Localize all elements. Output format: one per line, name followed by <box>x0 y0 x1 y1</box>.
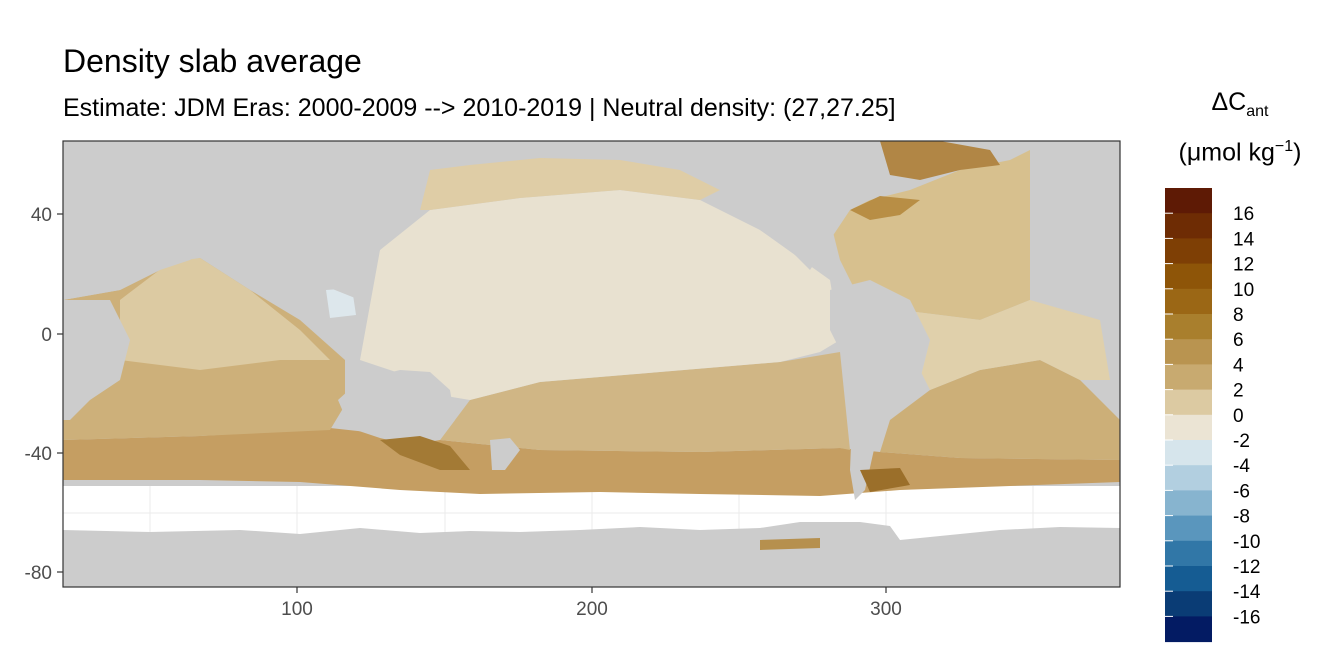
legend-label: -12 <box>1233 557 1260 578</box>
australia <box>338 370 455 445</box>
legend-label: 0 <box>1233 406 1244 427</box>
new-zealand <box>490 438 520 470</box>
legend-label: -10 <box>1233 532 1260 553</box>
legend-swatch <box>1165 364 1212 391</box>
north-atlantic <box>830 150 1030 320</box>
africa-south <box>63 300 130 420</box>
legend-swatch <box>1165 339 1212 365</box>
legend-swatch <box>1165 490 1212 517</box>
page-subtitle: Estimate: JDM Eras: 2000-2009 --> 2010-2… <box>63 94 896 122</box>
south-pacific <box>440 352 850 452</box>
legend-label: 10 <box>1233 280 1254 301</box>
legend-swatch <box>1165 314 1212 340</box>
legend-swatch <box>1165 263 1212 290</box>
y-tick-label: -80 <box>25 563 52 584</box>
legend-swatch <box>1165 414 1212 441</box>
legend-title: ΔCant <box>1211 88 1269 120</box>
y-tick-label: 0 <box>41 325 52 346</box>
legend-swatch <box>1165 188 1212 214</box>
north-atlantic-deep <box>850 196 920 220</box>
y-axis <box>57 213 63 573</box>
legend-swatch <box>1165 238 1212 265</box>
legend-colorbar <box>1165 188 1212 643</box>
legend-swatch <box>1165 540 1212 567</box>
legend-label: -16 <box>1233 607 1260 628</box>
legend-label: -6 <box>1233 481 1250 502</box>
north-pacific <box>420 158 720 210</box>
legend-label: 16 <box>1233 204 1254 225</box>
western-pacific-blue <box>326 288 356 318</box>
south-atlantic <box>880 360 1120 460</box>
legend-swatch <box>1165 213 1212 239</box>
tropical-pacific <box>360 190 840 400</box>
legend-unit: (μmol kg−1) <box>1178 138 1302 167</box>
legend-label: 2 <box>1233 381 1244 402</box>
legend-swatch <box>1165 591 1212 617</box>
antarctica <box>63 522 1120 587</box>
legend-swatch <box>1165 566 1212 592</box>
legend-swatch <box>1165 616 1212 643</box>
legend-label: 8 <box>1233 305 1244 326</box>
accent-tasman <box>380 436 470 470</box>
legend-swatch <box>1165 288 1212 315</box>
legend-swatch <box>1165 440 1212 466</box>
africa <box>63 141 300 300</box>
x-tick-label: 300 <box>870 599 902 620</box>
north-america <box>680 141 880 270</box>
map-layer <box>63 141 1120 587</box>
x-axis <box>296 587 887 593</box>
indian-ocean-north <box>120 258 330 370</box>
legend-labels: 16 14 12 10 8 6 4 2 0 -2 -4 -6 -8 -10 -12 -14 -16 <box>1165 204 1261 628</box>
y-tick-label: 40 <box>31 205 52 226</box>
accent-drake <box>860 468 910 492</box>
legend-label: 6 <box>1233 330 1244 351</box>
accent-weddell <box>760 538 820 550</box>
south-america <box>830 280 930 500</box>
legend-label: -8 <box>1233 507 1250 528</box>
legend-label: -2 <box>1233 431 1250 452</box>
x-tick-label: 200 <box>576 599 608 620</box>
europe-africa-east <box>1030 141 1120 320</box>
north-atlantic-far <box>880 141 1000 180</box>
y-tick-label: -40 <box>25 444 52 465</box>
legend-label: 12 <box>1233 255 1254 276</box>
legend-label: -4 <box>1233 456 1250 477</box>
page-title: Density slab average <box>63 43 362 79</box>
legend-swatch <box>1165 515 1212 542</box>
asia <box>300 141 430 300</box>
legend-label: 4 <box>1233 355 1244 376</box>
legend-label: 14 <box>1233 229 1255 250</box>
legend-swatch <box>1165 465 1212 491</box>
legend-swatch <box>1165 389 1212 416</box>
tropical-atlantic <box>900 300 1110 390</box>
x-tick-label: 100 <box>281 599 313 620</box>
legend-label: -14 <box>1233 582 1261 603</box>
